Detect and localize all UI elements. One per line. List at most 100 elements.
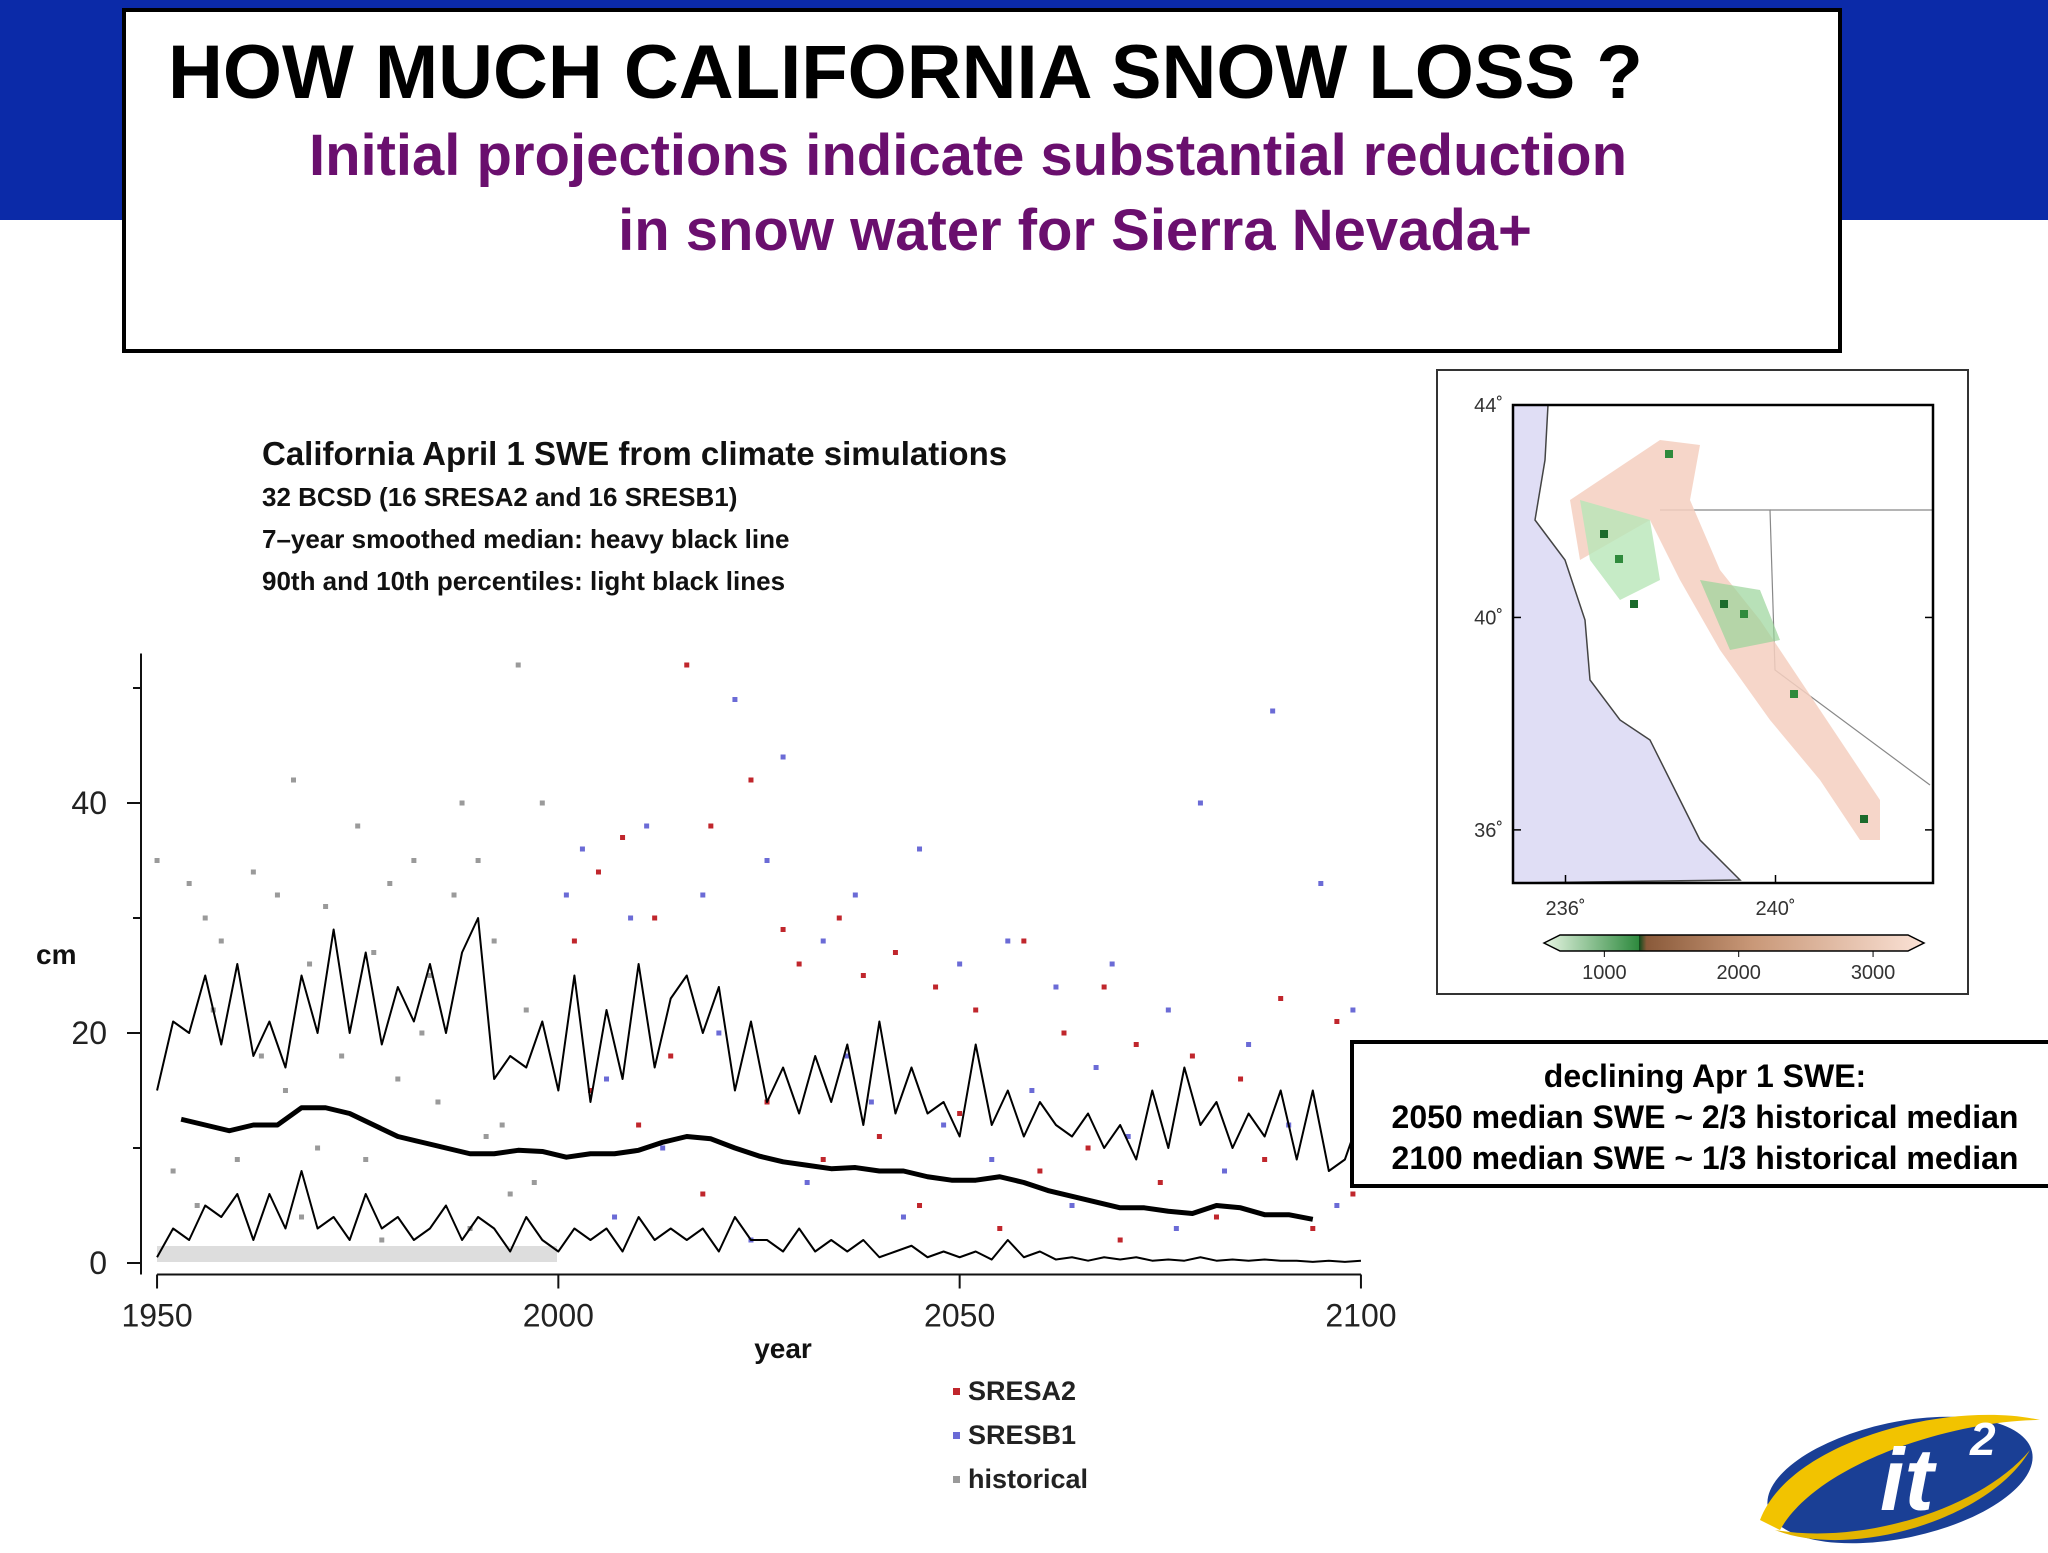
point: [780, 754, 786, 760]
point: [1350, 1007, 1356, 1013]
point: [218, 938, 224, 944]
point: [507, 1191, 513, 1197]
point: [652, 915, 658, 921]
point: [427, 973, 433, 978]
point: [435, 1099, 441, 1105]
point: [1061, 1030, 1067, 1036]
point: [250, 869, 256, 875]
point: [836, 915, 842, 921]
point: [1093, 1065, 1099, 1070]
percentile-line: [156, 1170, 1362, 1263]
median-line: [180, 1105, 1314, 1222]
colorbar: [1542, 934, 1926, 952]
point: [668, 1053, 674, 1059]
point: [491, 938, 497, 944]
point: [997, 1226, 1003, 1231]
point: [563, 892, 569, 898]
colorbar-tick-label: 1000: [1582, 962, 1627, 984]
point: [700, 892, 706, 898]
point: [531, 1180, 537, 1185]
y-axis-label: cm: [36, 939, 76, 970]
y-tick-label: 40: [71, 785, 107, 821]
point: [1173, 1226, 1179, 1231]
map: 44˚ 40˚ 36˚ 236˚ 240˚ 1000 2000 3000: [1474, 395, 1933, 984]
point: [876, 1134, 882, 1139]
point: [499, 1122, 505, 1128]
point: [1085, 1145, 1091, 1151]
point: [1069, 1203, 1075, 1208]
point: [170, 1168, 176, 1174]
point: [620, 835, 626, 840]
point: [1197, 800, 1203, 806]
point: [387, 881, 393, 886]
point: [852, 892, 858, 898]
legend-label: SRESB1: [968, 1420, 1076, 1450]
point: [194, 1203, 200, 1208]
x-tick-label: 2000: [523, 1298, 594, 1334]
point: [1133, 1042, 1139, 1047]
point: [539, 800, 545, 806]
point: [644, 823, 650, 829]
point: [363, 1157, 369, 1162]
point: [989, 1157, 995, 1162]
point: [1189, 1053, 1195, 1059]
point: [411, 858, 417, 863]
point: [1262, 1157, 1268, 1162]
point: [820, 938, 826, 944]
point: [868, 1099, 874, 1105]
map-x-tick-label: 240˚: [1755, 898, 1795, 920]
point: [1021, 938, 1027, 944]
point: [1213, 1214, 1219, 1220]
point: [820, 1157, 826, 1162]
point: [1310, 1226, 1316, 1231]
point: [957, 1111, 963, 1116]
point: [628, 915, 634, 921]
point: [1109, 961, 1115, 967]
map-axes: [1511, 403, 1935, 885]
point: [1053, 984, 1059, 990]
point: [716, 1030, 722, 1036]
point: [1157, 1180, 1163, 1185]
annotation: 2050 median SWE ~ 2/3 historical median: [1392, 1099, 2019, 1135]
point: [748, 777, 754, 783]
point: [355, 823, 361, 829]
map-y-tick-label: 40˚: [1474, 607, 1503, 629]
point: [459, 800, 465, 806]
point: [1334, 1203, 1340, 1208]
slide-subtitle: Initial projections indicate substantial…: [309, 123, 1627, 188]
chart-title: California April 1 SWE from climate simu…: [262, 435, 1007, 472]
chart-note: 7–year smoothed median: heavy black line: [262, 524, 789, 554]
point: [892, 950, 898, 955]
point: [483, 1134, 489, 1139]
logo-text: it: [1880, 1430, 1937, 1529]
point: [451, 892, 457, 898]
map-y-tick-label: 44˚: [1474, 395, 1503, 417]
point: [379, 1237, 385, 1243]
point: [299, 1214, 305, 1220]
point: [1222, 1168, 1228, 1174]
point: [1318, 881, 1324, 886]
x-tick-label: 2050: [924, 1298, 995, 1334]
point: [595, 869, 601, 875]
chart-note: 32 BCSD (16 SRESA2 and 16 SRESB1): [262, 482, 737, 512]
annotation: 2100 median SWE ~ 1/3 historical median: [1392, 1140, 2019, 1176]
historical-band: [157, 1246, 557, 1262]
plot: 0 20 40 1950 2000 2050 2100 SRESA2 SRESB1 histori…: [71, 653, 1397, 1494]
point: [202, 915, 208, 921]
point: [282, 1088, 288, 1093]
point: [1334, 1019, 1340, 1024]
point: [917, 846, 923, 852]
point: [700, 1191, 706, 1197]
point: [579, 846, 585, 852]
point: [1005, 938, 1011, 944]
point: [419, 1030, 425, 1036]
point: [804, 1180, 810, 1185]
point: [1101, 984, 1107, 990]
legend-label: historical: [968, 1464, 1088, 1494]
point: [780, 927, 786, 932]
point: [1278, 996, 1284, 1001]
point: [1270, 708, 1276, 714]
point: [186, 881, 192, 886]
y-tick-label: 20: [71, 1015, 107, 1051]
